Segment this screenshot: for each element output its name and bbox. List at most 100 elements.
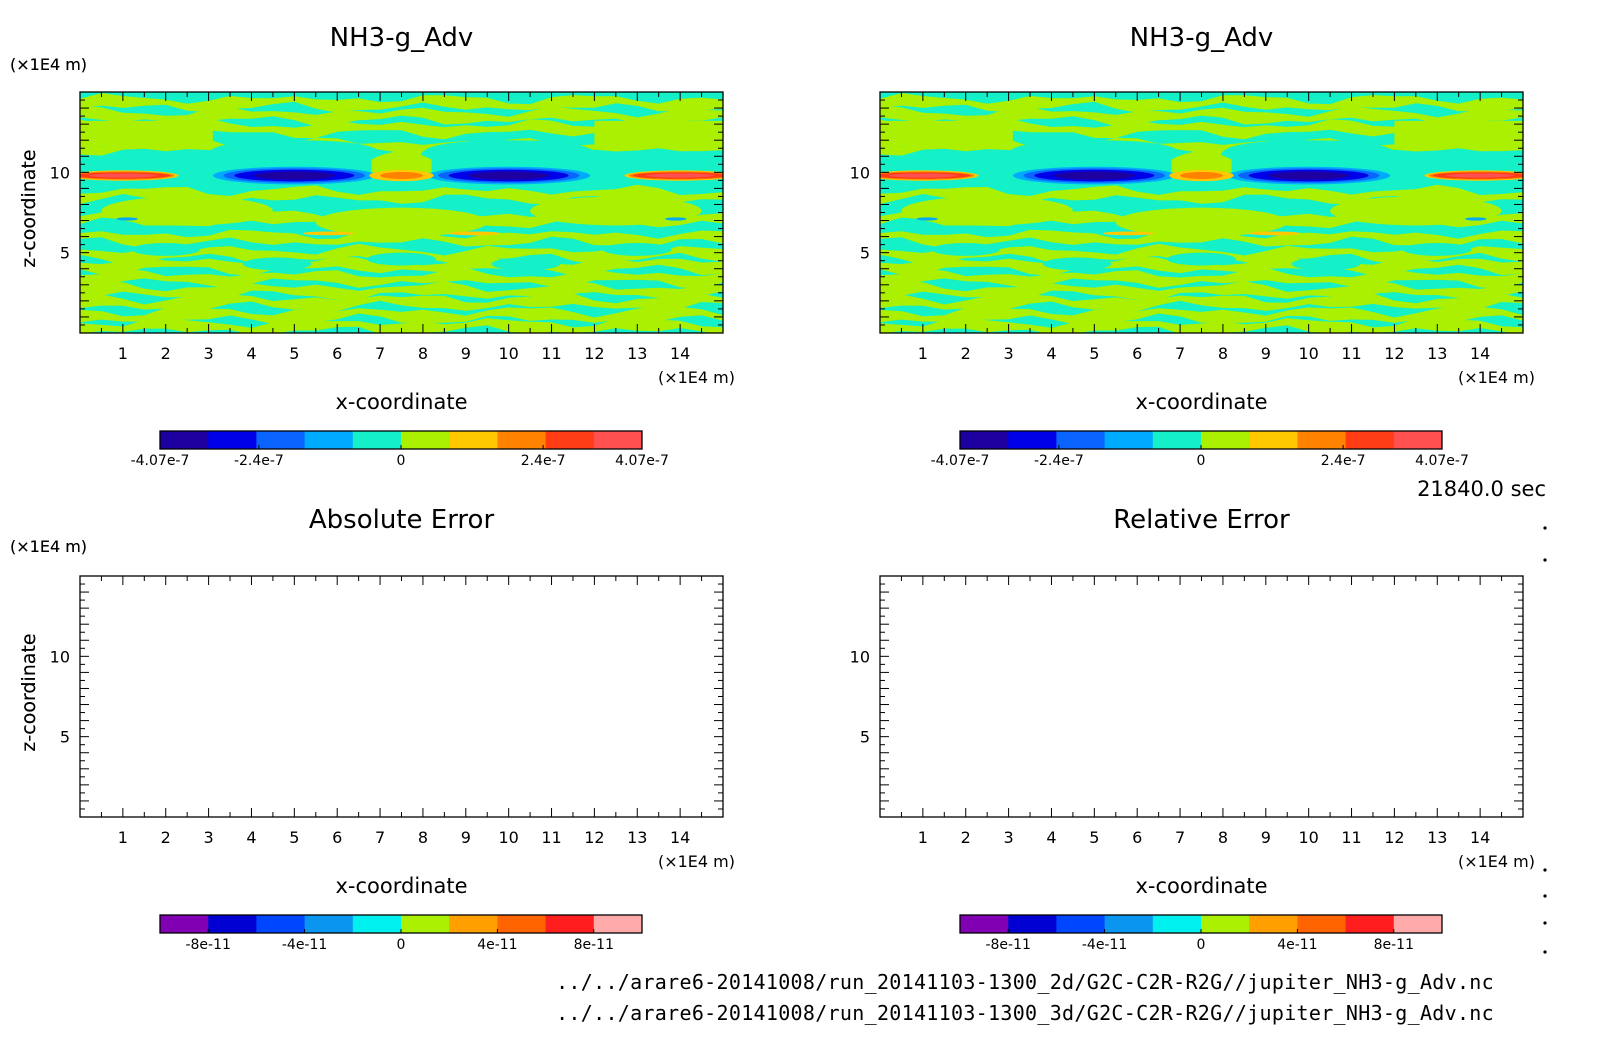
x-tick-label: 1	[918, 344, 928, 363]
x-tick-label: 7	[1175, 344, 1185, 363]
x-tick-label: 14	[670, 828, 690, 847]
colorbar-tick-label: 0	[397, 937, 406, 953]
colorbar-swatch	[1297, 431, 1347, 449]
chart-title: Absolute Error	[309, 505, 495, 535]
chart-title: NH3-g_Adv	[330, 23, 474, 53]
x-tick-label: 2	[161, 344, 171, 363]
y-unit-label: (×1E4 m)	[10, 55, 87, 74]
chart-panel-2: NH3-g_Adv(×1E4 m)1 2 3 4 5 6 7 8 9 10 11 12 13 14510(…	[10, 23, 1535, 469]
y-unit-label: (×1E4 m)	[10, 537, 87, 556]
x-tick-label: 7	[1175, 828, 1185, 847]
contour-band	[80, 118, 723, 140]
contour-band	[880, 105, 1523, 127]
chart-title: NH3-g_Adv	[1130, 23, 1274, 53]
positive-cell	[1248, 231, 1301, 236]
contour-band	[880, 316, 1523, 333]
x-tick-label: 12	[1384, 828, 1404, 847]
colorbar-swatch	[352, 431, 402, 449]
colorbar-swatch	[1104, 431, 1154, 449]
x-tick-label: 11	[541, 344, 561, 363]
y-tick-label: 10	[850, 647, 870, 666]
colorbar-swatch	[449, 431, 498, 449]
colorbar-swatch	[1393, 431, 1443, 449]
contour-band	[880, 281, 1523, 302]
negative-cell	[467, 171, 550, 180]
y-tick-label: 10	[850, 163, 870, 182]
x-tick-label: 11	[1341, 828, 1361, 847]
colorbar-tick-label: -4.07e-7	[131, 453, 190, 469]
negative-cell	[916, 217, 938, 221]
colorbar-tick-label: 0	[1197, 937, 1206, 953]
x-unit-label: (×1E4 m)	[658, 852, 735, 871]
colorbar-swatch	[1104, 915, 1154, 933]
x-axis-label: x-coordinate	[1135, 874, 1267, 898]
contour-dome	[371, 151, 432, 176]
x-tick-label: 4	[246, 828, 256, 847]
contour-patch	[1167, 252, 1236, 266]
colorbar-tick-label: -4e-11	[1082, 937, 1127, 953]
x-tick-label: 4	[246, 344, 256, 363]
x-tick-label: 13	[627, 344, 647, 363]
negative-cell	[1053, 171, 1136, 180]
contour-band	[80, 105, 723, 127]
positive-cell	[888, 173, 958, 178]
colorbar-swatch	[256, 915, 306, 933]
x-tick-label: 3	[1004, 828, 1014, 847]
contour-patch	[491, 257, 561, 271]
colorbar-tick-label: -2.4e-7	[1034, 453, 1084, 469]
x-axis-label: x-coordinate	[1135, 390, 1267, 414]
contour-patch	[242, 257, 312, 271]
contour-field	[80, 92, 723, 333]
contour-patch	[1042, 257, 1112, 271]
x-tick-label: 9	[461, 344, 471, 363]
colorbar-swatch	[1008, 431, 1057, 449]
contour-band	[530, 196, 702, 226]
colorbar-tick-label: 4e-11	[1277, 937, 1317, 953]
x-tick-label: 10	[1298, 828, 1318, 847]
negative-cell	[1267, 171, 1350, 180]
contour-band	[80, 120, 213, 147]
contour-band	[80, 307, 723, 324]
colorbar-tick-label: 4.07e-7	[1415, 453, 1469, 469]
y-unit-label: (×1E4 m)	[10, 537, 87, 556]
chart-panel-1: NH3-g_Adv(×1E4 m)1 2 3 4 5 6 7 8 9 10 11 12 13 14510(…	[10, 23, 735, 469]
colorbar-tick-label: 2.4e-7	[1321, 453, 1366, 469]
y-axis-label: z-coordinate	[18, 149, 40, 267]
x-tick-label: 3	[204, 828, 214, 847]
x-tick-label: 5	[289, 344, 299, 363]
contour-band	[880, 184, 1523, 205]
x-tick-label: 3	[1004, 344, 1014, 363]
colorbar-swatch	[160, 431, 209, 449]
colorbar-swatch	[449, 915, 498, 933]
x-tick-label: 8	[1218, 828, 1228, 847]
colorbar-tick-label: -2.4e-7	[234, 453, 284, 469]
y-tick-label: 5	[860, 728, 870, 747]
contour-dome	[1171, 151, 1232, 176]
colorbar-swatch	[1152, 915, 1202, 933]
colorbar-swatch	[256, 431, 306, 449]
contour-band	[80, 316, 723, 333]
colorbar-swatch	[960, 431, 1009, 449]
dot	[1543, 868, 1547, 872]
x-tick-label: 3	[204, 344, 214, 363]
colorbar-swatch	[497, 915, 547, 933]
x-tick-label: 1	[118, 828, 128, 847]
colorbar-tick-label: 8e-11	[1374, 937, 1414, 953]
x-tick-label: 7	[375, 828, 385, 847]
plot-frame	[79, 575, 724, 818]
x-tick-label: 6	[1132, 344, 1142, 363]
contour-patch	[131, 243, 201, 256]
contour-band	[880, 307, 1523, 324]
x-unit-label: (×1E4 m)	[658, 368, 735, 387]
contour-dome	[420, 140, 597, 176]
colorbar-swatch	[160, 915, 209, 933]
x-tick-label: 6	[332, 828, 342, 847]
contour-band	[880, 118, 1523, 140]
positive-cell	[1445, 173, 1515, 178]
colorbar-swatch	[545, 431, 595, 449]
colorbar-swatch	[1393, 915, 1443, 933]
y-tick-label: 10	[50, 163, 70, 182]
x-tick-label: 2	[961, 828, 971, 847]
contour-patch	[931, 243, 1001, 256]
chart-title: Relative Error	[1113, 505, 1290, 535]
